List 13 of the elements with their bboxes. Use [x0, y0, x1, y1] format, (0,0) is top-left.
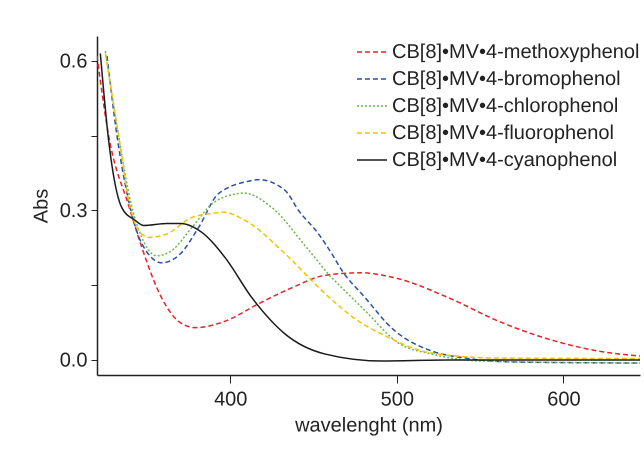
legend-label: CB[8]•MV•4-methoxyphenol [392, 41, 640, 63]
x-tick-label: 500 [380, 388, 414, 410]
legend-label: CB[8]•MV•4-bromophenol [392, 68, 621, 90]
x-axis-title: wavelenght (nm) [294, 414, 443, 436]
y-tick-label: 0.0 [60, 350, 88, 372]
legend-label: CB[8]•MV•4-cyanophenol [392, 149, 618, 171]
x-tick-label: 600 [547, 388, 581, 410]
y-tick-label: 0.3 [60, 200, 88, 222]
x-tick-label: 400 [214, 388, 248, 410]
y-axis-title: Abs [30, 188, 53, 224]
y-tick-label: 0.6 [60, 50, 88, 72]
legend-label: CB[8]•MV•4-fluorophenol [392, 122, 614, 144]
legend-label: CB[8]•MV•4-chlorophenol [392, 95, 618, 117]
